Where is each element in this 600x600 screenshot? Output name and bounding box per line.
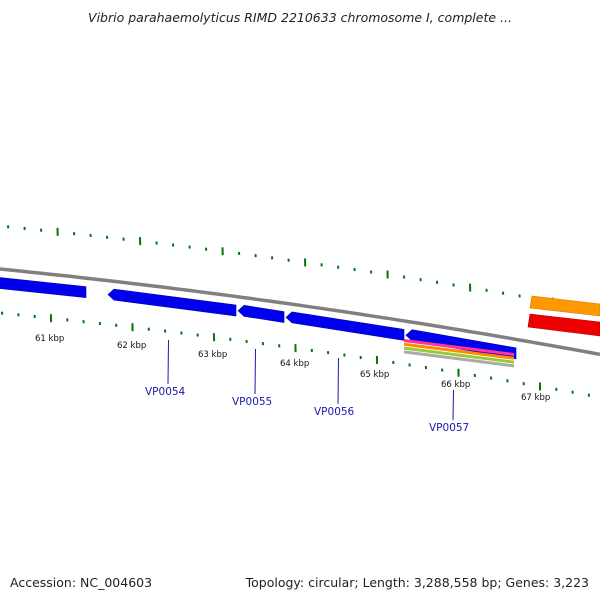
- gene-labels[interactable]: VP0054 VP0055 VP0056 VP0057: [145, 339, 469, 434]
- feature-orange[interactable]: [529, 295, 600, 317]
- gene-track[interactable]: [0, 277, 517, 360]
- scale-label: 62 kbp: [117, 341, 146, 351]
- gene-leader-line: [254, 348, 256, 395]
- inner-tick-track: [1, 311, 590, 397]
- scale-labels: 61 kbp 62 kbp 63 kbp 64 kbp 65 kbp 66 kbp 67 k…: [35, 334, 550, 403]
- scale-label: 67 kbp: [521, 393, 550, 403]
- gene-label-vp0055[interactable]: VP0055: [232, 396, 272, 408]
- chromosome-backbone: [0, 267, 600, 357]
- domain-band: [404, 342, 514, 360]
- feature-track[interactable]: [404, 295, 600, 368]
- outer-tick-track: [7, 225, 587, 310]
- gene-label-vp0056[interactable]: VP0056: [314, 406, 355, 418]
- domain-band: [404, 350, 514, 368]
- backbone-line: [0, 267, 600, 357]
- genome-stats: Topology: circular; Length: 3,288,558 bp…: [245, 575, 589, 590]
- feature-red[interactable]: [527, 313, 600, 337]
- gene-arrow[interactable]: [237, 304, 285, 323]
- scale-label: 65 kbp: [360, 370, 389, 380]
- scale-label: 61 kbp: [35, 334, 64, 344]
- scale-label: 64 kbp: [280, 359, 309, 369]
- gene-arrow[interactable]: [285, 311, 405, 341]
- domain-band: [404, 346, 514, 364]
- gene-label-vp0054[interactable]: VP0054: [145, 386, 186, 398]
- domain-band: [404, 339, 514, 356]
- gene-leader-line: [452, 389, 454, 421]
- accession-label: Accession: NC_004603: [10, 575, 153, 590]
- gene-label-vp0057[interactable]: VP0057: [429, 422, 469, 434]
- gene-arrow[interactable]: [107, 288, 237, 317]
- scale-label: 66 kbp: [441, 380, 470, 390]
- gene-leader-line: [167, 339, 169, 385]
- map-title: Vibrio parahaemolyticus RIMD 2210633 chr…: [88, 10, 512, 25]
- scale-label: 63 kbp: [198, 350, 227, 360]
- gene-leader-line: [337, 357, 339, 405]
- gene-arrow[interactable]: [0, 277, 87, 298]
